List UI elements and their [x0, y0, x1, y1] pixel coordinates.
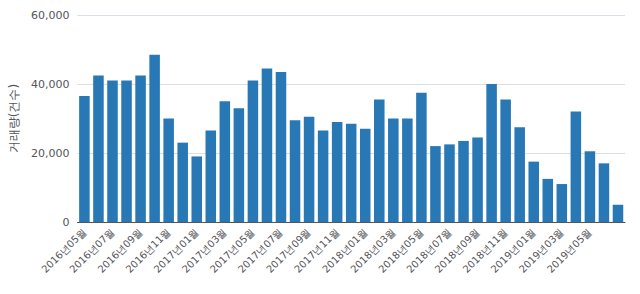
svg-text:2016년09월: 2016년09월 — [95, 226, 145, 275]
svg-text:2019년01월: 2019년01월 — [488, 226, 538, 275]
svg-text:20,000: 20,000 — [31, 147, 70, 160]
svg-text:2017년05월: 2017년05월 — [207, 226, 257, 275]
svg-text:2019년03월: 2019년03월 — [516, 226, 566, 275]
svg-text:2016년07월: 2016년07월 — [67, 226, 117, 275]
svg-text:2018년09월: 2018년09월 — [432, 226, 482, 275]
svg-text:거래량(건수): 거래량(건수) — [7, 84, 21, 153]
svg-text:60,000: 60,000 — [31, 9, 70, 22]
svg-text:2018년01월: 2018년01월 — [320, 226, 370, 275]
svg-text:2018년05월: 2018년05월 — [376, 226, 426, 275]
svg-text:2018년11월: 2018년11월 — [460, 226, 510, 275]
svg-text:2018년07월: 2018년07월 — [404, 226, 454, 275]
svg-text:2018년03월: 2018년03월 — [348, 226, 398, 275]
svg-text:2016년11월: 2016년11월 — [123, 226, 173, 275]
svg-text:0: 0 — [62, 216, 69, 229]
svg-text:2017년11월: 2017년11월 — [292, 226, 341, 275]
svg-text:2017년01월: 2017년01월 — [151, 226, 201, 275]
svg-text:2017년09월: 2017년09월 — [264, 226, 313, 275]
svg-text:2019년05월: 2019년05월 — [545, 226, 594, 275]
svg-text:2017년03월: 2017년03월 — [179, 226, 229, 275]
svg-text:2017년07월: 2017년07월 — [236, 226, 285, 275]
svg-text:2016년05월: 2016년05월 — [39, 226, 89, 275]
svg-text:40,000: 40,000 — [31, 78, 70, 91]
